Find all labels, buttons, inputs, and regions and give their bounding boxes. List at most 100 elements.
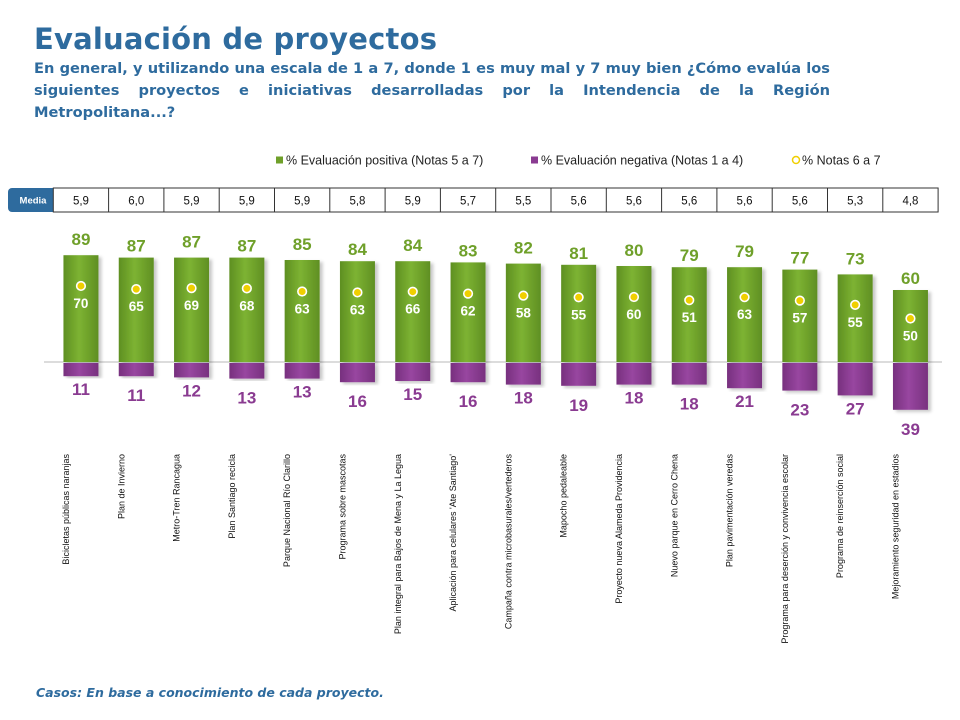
data-label-positive: 87	[237, 237, 256, 256]
data-label-positive: 84	[403, 236, 422, 255]
bar-negative	[561, 363, 597, 386]
bar-positive	[671, 267, 707, 362]
legend-swatch-negative	[531, 156, 538, 164]
bar-series: 89 11 70 87 11 65 87 12 69 87 13 68 85 13 63 84 16 63 84 15…	[63, 230, 928, 439]
media-value: 5,9	[294, 196, 310, 208]
category-label: Parque Nacional Río Clarillo	[282, 454, 292, 567]
marker-notes-6-7	[573, 292, 584, 303]
data-label-positive: 60	[901, 269, 920, 288]
marker-notes-6-7	[186, 283, 197, 294]
data-label-positive: 80	[624, 241, 643, 260]
category-label: Plan de Invierno	[116, 454, 126, 519]
data-label-notes-6-7: 68	[239, 298, 255, 313]
legend-label: % Evaluación negativa (Notas 1 a 4)	[541, 154, 743, 168]
data-label-notes-6-7: 55	[848, 315, 864, 330]
bar-positive	[892, 290, 928, 362]
data-label-notes-6-7: 66	[405, 302, 421, 317]
category-label: Nuevo parque en Cerro Chena	[669, 454, 679, 577]
data-label-positive: 82	[514, 239, 533, 258]
data-label-positive: 79	[680, 246, 699, 265]
data-label-positive: 77	[790, 249, 809, 268]
media-value: 5,9	[184, 196, 200, 208]
data-label-negative: 19	[569, 396, 588, 415]
data-label-negative: 23	[790, 401, 809, 420]
data-label-notes-6-7: 63	[295, 302, 311, 317]
marker-notes-6-7	[241, 283, 252, 294]
data-label-negative: 13	[293, 383, 312, 402]
bar-negative	[395, 363, 431, 381]
bar-negative	[450, 363, 486, 383]
data-label-positive: 84	[348, 240, 367, 259]
marker-notes-6-7	[905, 313, 916, 324]
bar-negative	[229, 363, 265, 379]
data-label-positive: 81	[569, 244, 588, 263]
marker-notes-6-7	[352, 287, 363, 298]
category-label: Mapocho pedaleable	[559, 454, 569, 538]
data-label-notes-6-7: 57	[792, 311, 807, 326]
data-label-notes-6-7: 63	[350, 302, 366, 317]
media-value: 5,5	[515, 196, 531, 208]
marker-notes-6-7	[850, 299, 861, 311]
bar-positive	[395, 261, 431, 362]
media-value: 5,6	[571, 196, 587, 208]
data-label-positive: 87	[127, 237, 146, 256]
data-label-positive: 85	[293, 235, 312, 254]
data-label-notes-6-7: 63	[737, 307, 753, 322]
bar-positive	[616, 266, 652, 362]
data-label-notes-6-7: 70	[73, 296, 88, 311]
footnote: Casos: En base a conocimiento de cada pr…	[36, 685, 384, 700]
data-label-notes-6-7: 62	[461, 304, 476, 319]
bar-negative	[892, 363, 928, 410]
data-label-negative: 13	[237, 389, 256, 408]
data-label-notes-6-7: 69	[184, 298, 199, 313]
media-value: 5,9	[239, 196, 255, 208]
data-label-notes-6-7: 55	[571, 307, 587, 322]
bar-negative	[505, 363, 541, 385]
category-label: Programa de reinserción social	[835, 454, 845, 578]
bar-negative	[284, 363, 320, 379]
data-label-notes-6-7: 65	[129, 299, 145, 314]
bar-negative	[837, 363, 873, 396]
bar-negative	[63, 363, 99, 377]
category-label: Plan Santiago recicla	[227, 454, 237, 539]
bar-negative	[671, 363, 707, 385]
media-badge-label: Media	[20, 196, 48, 207]
bar-positive	[450, 262, 486, 362]
data-label-negative: 27	[846, 399, 865, 418]
media-value: 5,6	[792, 196, 808, 208]
marker-notes-6-7	[462, 288, 474, 299]
marker-notes-6-7	[794, 295, 805, 306]
marker-notes-6-7	[684, 295, 695, 306]
bar-negative	[727, 363, 763, 389]
media-badge	[8, 188, 58, 212]
data-label-negative: 16	[348, 392, 367, 411]
data-label-positive: 89	[71, 230, 90, 249]
bar-negative	[174, 363, 210, 378]
bar-positive	[782, 269, 818, 362]
data-label-notes-6-7: 60	[626, 307, 641, 322]
category-label: Campaña contra microbasurales/vertederos	[503, 454, 513, 630]
media-value: 5,6	[681, 196, 697, 208]
chart-legend: % Evaluación positiva (Notas 5 a 7) % Eva…	[276, 154, 881, 168]
page-title: Evaluación de proyectos	[34, 22, 438, 56]
category-label: Plan pavimentación veredas	[725, 454, 735, 568]
marker-notes-6-7	[518, 290, 529, 301]
bar-positive	[727, 267, 763, 362]
bar-negative	[118, 363, 154, 377]
bar-positive	[505, 263, 541, 362]
marker-notes-6-7	[297, 286, 308, 297]
legend-swatch-positive	[276, 156, 283, 164]
marker-notes-6-7	[131, 284, 142, 295]
bar-positive	[174, 257, 210, 362]
category-label: Bicicletas públicas naranjas	[61, 454, 71, 565]
category-label: Aplicación para celulares 'Ate Santiago'	[448, 454, 458, 612]
data-label-negative: 12	[182, 381, 201, 400]
bar-negative	[339, 363, 375, 383]
bar-positive	[561, 264, 597, 362]
data-label-positive: 87	[182, 233, 201, 252]
data-label-negative: 18	[514, 389, 533, 408]
media-value: 4,8	[902, 196, 918, 208]
data-label-notes-6-7: 50	[903, 329, 918, 344]
bar-positive	[339, 261, 375, 362]
